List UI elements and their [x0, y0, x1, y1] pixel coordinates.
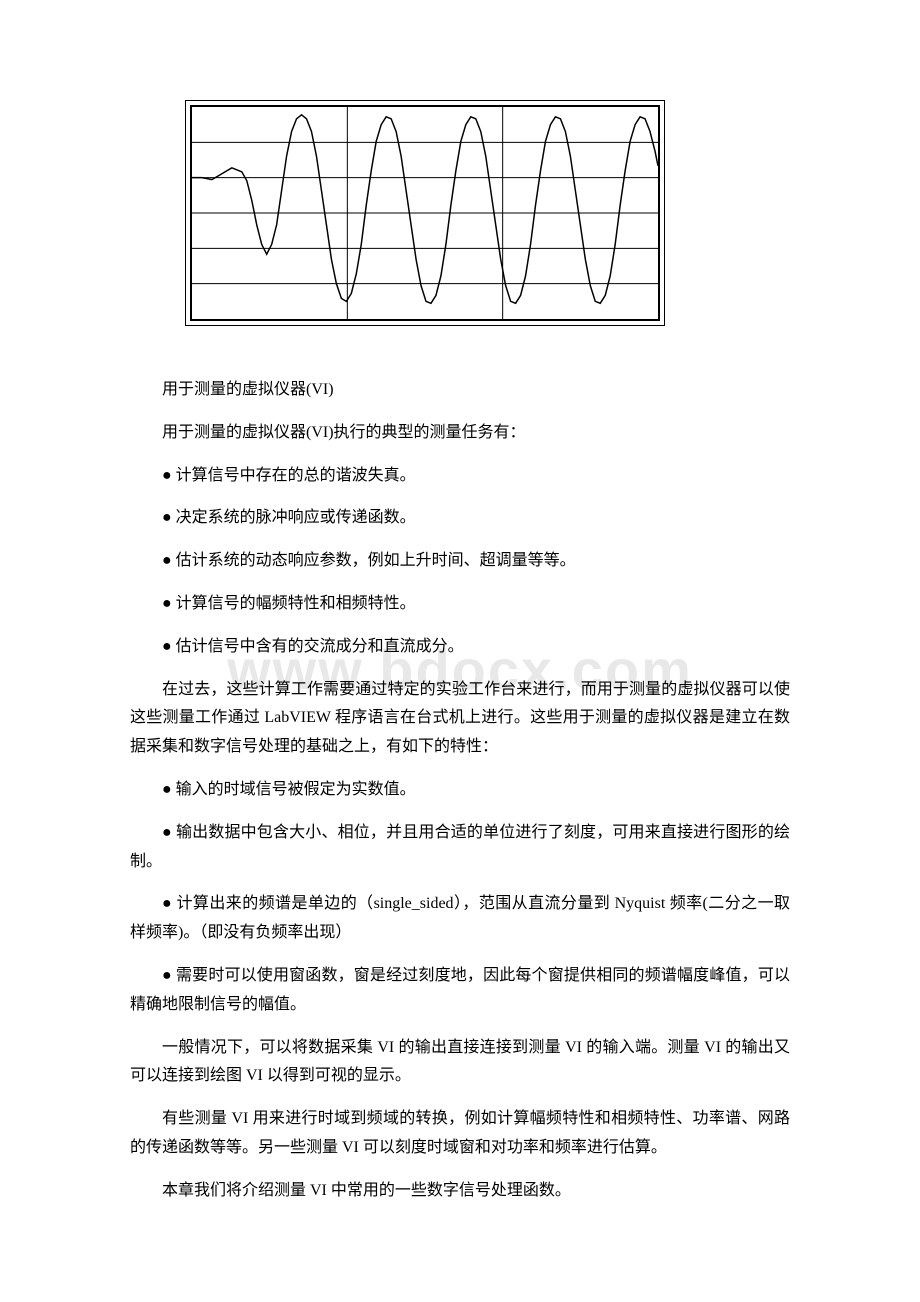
chart-outer-border	[185, 100, 665, 326]
bullet-item: ● 估计信号中含有的交流成分和直流成分。	[130, 633, 790, 662]
body-paragraph: 在过去，这些计算工作需要通过特定的实验工作台来进行，而用于测量的虚拟仪器可以使这…	[130, 676, 790, 762]
waveform-chart	[190, 105, 660, 321]
bullet-item: ● 估计系统的动态响应参数，例如上升时间、超调量等等。	[130, 547, 790, 576]
body-paragraph: 有些测量 VI 用来进行时域到频域的转换，例如计算幅频特性和相频特性、功率谱、网…	[130, 1105, 790, 1163]
intro-paragraph: 用于测量的虚拟仪器(VI)执行的典型的测量任务有：	[130, 419, 790, 448]
bullet-item: ● 需要时可以使用窗函数，窗是经过刻度地，因此每个窗提供相同的频谱幅度峰值，可以…	[130, 962, 790, 1020]
bullet-item: ● 决定系统的脉冲响应或传递函数。	[130, 504, 790, 533]
bullet-item: ● 输入的时域信号被假定为实数值。	[130, 776, 790, 805]
body-paragraph: 本章我们将介绍测量 VI 中常用的一些数字信号处理函数。	[130, 1177, 790, 1206]
body-paragraph: 一般情况下，可以将数据采集 VI 的输出直接连接到测量 VI 的输入端。测量 V…	[130, 1034, 790, 1092]
bullet-item: ● 输出数据中包含大小、相位，并且用合适的单位进行了刻度，可用来直接进行图形的绘…	[130, 819, 790, 877]
bullet-item: ● 计算出来的频谱是单边的（single_sided），范围从直流分量到 Nyq…	[130, 890, 790, 948]
section-title: 用于测量的虚拟仪器(VI)	[130, 376, 790, 405]
waveform-svg	[192, 107, 658, 319]
bullet-item: ● 计算信号中存在的总的谐波失真。	[130, 462, 790, 491]
bullet-item: ● 计算信号的幅频特性和相频特性。	[130, 590, 790, 619]
